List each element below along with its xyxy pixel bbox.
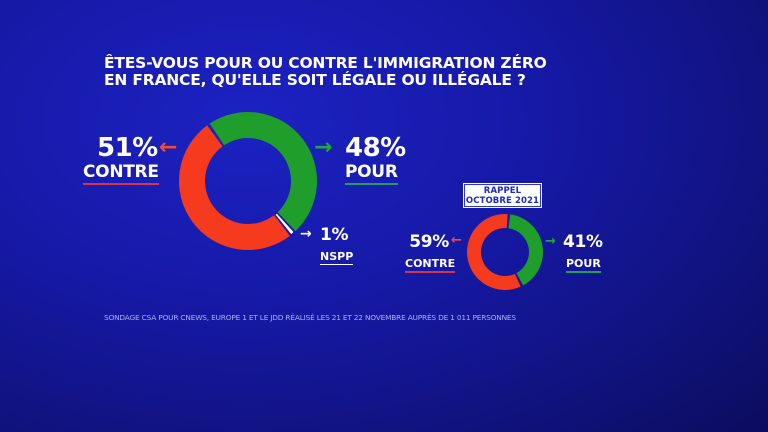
source-note: Sondage CSA pour CNEWS, Europe 1 et le J… — [104, 313, 516, 322]
chart-title: Êtes-vous pour ou contre l'immigration z… — [104, 55, 624, 89]
rappel-contre-word: CONTRE — [405, 257, 456, 273]
donut-slice-nspp — [273, 212, 296, 236]
rappel-pour-word: POUR — [566, 257, 601, 273]
main-pour-word: POUR — [345, 162, 398, 185]
rappel-line-1: RAPPEL — [483, 186, 522, 196]
rappel-pour-label: 41% — [563, 233, 603, 252]
main-contre-pct: 51% — [97, 133, 158, 163]
rappel-contre-label: 59% — [405, 233, 449, 252]
main-pour-pct: 48% — [345, 133, 406, 163]
donut-slice-pour — [508, 214, 543, 286]
donut-slice-pour — [209, 111, 317, 232]
arrow-right-icon: → — [314, 135, 333, 160]
donut-slice-contre — [179, 125, 290, 250]
rappel-pour-pct: 41% — [563, 232, 603, 252]
rappel-badge: RAPPEL OCTOBRE 2021 — [463, 183, 542, 208]
main-nspp-word-wrap: NSPP — [320, 245, 354, 265]
donut-rappel — [467, 213, 543, 290]
main-pour-word-wrap: POUR — [345, 162, 398, 185]
main-pour-label: 48% — [345, 134, 406, 162]
rappel-contre-word-wrap: CONTRE — [405, 252, 456, 273]
main-nspp-label: 1% — [320, 225, 349, 245]
main-contre-label: 51% — [97, 133, 158, 163]
title-line-2: en France, qu'elle soit légale ou illéga… — [104, 71, 526, 89]
donut-main — [179, 111, 317, 250]
rappel-line-2: OCTOBRE 2021 — [465, 196, 540, 206]
title-line-1: Êtes-vous pour ou contre l'immigration z… — [104, 54, 547, 72]
donut-slice-contre — [467, 213, 521, 290]
rappel-contre-pct: 59% — [409, 232, 449, 252]
arrow-left-icon: ← — [451, 233, 462, 248]
rappel-pour-word-wrap: POUR — [566, 252, 601, 273]
main-contre-word: CONTRE — [83, 162, 159, 185]
main-nspp-pct: 1% — [320, 225, 349, 245]
arrow-right-icon: → — [545, 234, 556, 249]
main-nspp-word: NSPP — [320, 250, 354, 265]
arrow-left-icon: ← — [159, 135, 178, 160]
arrow-right-icon: → — [300, 226, 312, 242]
main-contre-word-wrap: CONTRE — [83, 162, 159, 185]
